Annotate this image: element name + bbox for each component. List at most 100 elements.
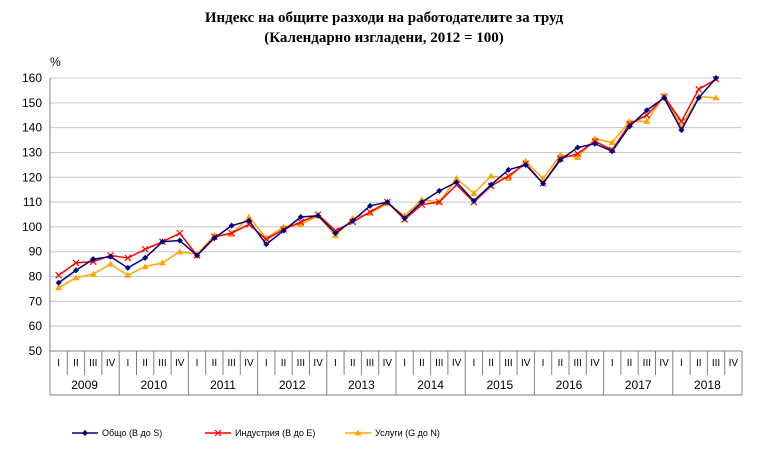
data-point	[107, 253, 114, 260]
quarter-tick-label: II	[488, 358, 494, 369]
year-tick-label: 2014	[417, 378, 444, 392]
data-point	[436, 187, 443, 194]
y-tick-label: 140	[22, 121, 42, 135]
year-tick-label: 2010	[140, 378, 167, 392]
y-tick-label: 110	[23, 195, 42, 209]
data-point	[522, 161, 529, 168]
data-point	[557, 156, 564, 163]
y-tick-label: 50	[29, 344, 43, 358]
y-tick-label: 160	[22, 71, 42, 85]
data-point	[574, 150, 582, 158]
year-tick-label: 2016	[556, 378, 583, 392]
data-point	[158, 259, 166, 266]
legend-label: Услуги (G до N)	[375, 428, 440, 438]
data-point	[72, 274, 80, 281]
gridlines	[50, 77, 742, 327]
data-point	[643, 111, 651, 119]
quarter-tick-label: I	[196, 358, 199, 369]
quarter-tick-label: III	[158, 358, 166, 369]
data-point	[487, 172, 495, 179]
data-point	[245, 217, 252, 224]
quarter-tick-label: II	[696, 358, 702, 369]
legend-swatch-marker	[354, 429, 362, 436]
quarter-tick-label: II	[281, 358, 287, 369]
year-tick-label: 2013	[348, 378, 375, 392]
y-tick-label: 70	[29, 294, 43, 308]
data-point	[366, 208, 374, 216]
quarter-tick-label: IV	[452, 358, 462, 369]
quarter-tick-label: III	[366, 358, 374, 369]
data-point	[90, 256, 97, 263]
data-point	[505, 172, 512, 180]
data-point	[470, 189, 478, 196]
quarter-tick-label: IV	[659, 358, 669, 369]
legend-label: Общо (B до S)	[102, 428, 162, 438]
data-point	[332, 230, 339, 237]
data-point	[211, 235, 218, 242]
data-point	[626, 123, 633, 130]
quarter-tick-label: III	[435, 358, 443, 369]
y-axis-unit-label: %	[50, 55, 61, 69]
data-point	[504, 175, 512, 182]
data-point	[488, 181, 495, 188]
quarter-tick-label: I	[542, 358, 545, 369]
quarter-tick-label: IV	[106, 358, 116, 369]
data-point	[608, 139, 616, 146]
year-tick-label: 2012	[279, 378, 306, 392]
quarter-tick-label: III	[712, 358, 720, 369]
data-point	[713, 75, 720, 81]
data-point	[470, 197, 477, 204]
legend-entry-1: Индустрия (B до E)	[205, 428, 315, 438]
data-point	[142, 254, 149, 261]
data-point	[176, 248, 184, 255]
data-point	[401, 215, 408, 222]
legend-label: Индустрия (B до E)	[235, 428, 315, 438]
quarter-tick-label: IV	[383, 358, 393, 369]
data-point	[55, 284, 63, 291]
data-point	[453, 175, 461, 182]
data-point	[297, 220, 305, 227]
data-point	[245, 213, 253, 220]
quarter-tick-label: I	[126, 358, 129, 369]
data-point	[556, 151, 564, 158]
quarter-tick-label: IV	[244, 358, 254, 369]
data-point	[678, 127, 685, 134]
year-tick-label: 2009	[71, 378, 98, 392]
y-tick-label: 150	[22, 96, 42, 110]
quarter-tick-label: III	[504, 358, 512, 369]
data-point	[159, 238, 166, 245]
data-point	[643, 107, 650, 114]
data-point	[176, 237, 183, 244]
data-point	[263, 241, 270, 248]
data-point	[695, 85, 703, 93]
data-point	[194, 252, 201, 259]
data-point	[55, 271, 63, 279]
legend-swatch-marker	[82, 430, 88, 436]
legend-entry-0: Общо (B до S)	[72, 428, 162, 438]
data-point	[712, 94, 720, 101]
data-point	[297, 213, 304, 220]
data-point	[540, 180, 547, 187]
data-point	[89, 270, 97, 277]
data-point	[574, 144, 581, 151]
quarter-tick-label: III	[89, 358, 97, 369]
data-point	[678, 118, 685, 125]
quarter-tick-label: I	[265, 358, 268, 369]
data-point	[72, 259, 80, 267]
series-lines	[55, 75, 720, 291]
year-tick-label: 2017	[625, 378, 652, 392]
quarter-tick-label: IV	[175, 358, 185, 369]
quarter-tick-label: III	[227, 358, 235, 369]
series-2	[55, 91, 720, 291]
quarter-tick-label: III	[573, 358, 581, 369]
quarter-tick-label: III	[643, 358, 651, 369]
data-point	[176, 229, 184, 237]
chart-title: Индекс на общите разходи на работодатели…	[0, 8, 768, 48]
y-tick-label: 100	[22, 220, 42, 234]
legend: Общо (B до S) Индустрия (B до E) Услуги (G…	[72, 428, 440, 438]
year-tick-label: 2011	[210, 378, 236, 392]
data-point	[435, 198, 443, 206]
y-tick-label: 120	[22, 170, 42, 184]
quarter-tick-label: II	[627, 358, 633, 369]
